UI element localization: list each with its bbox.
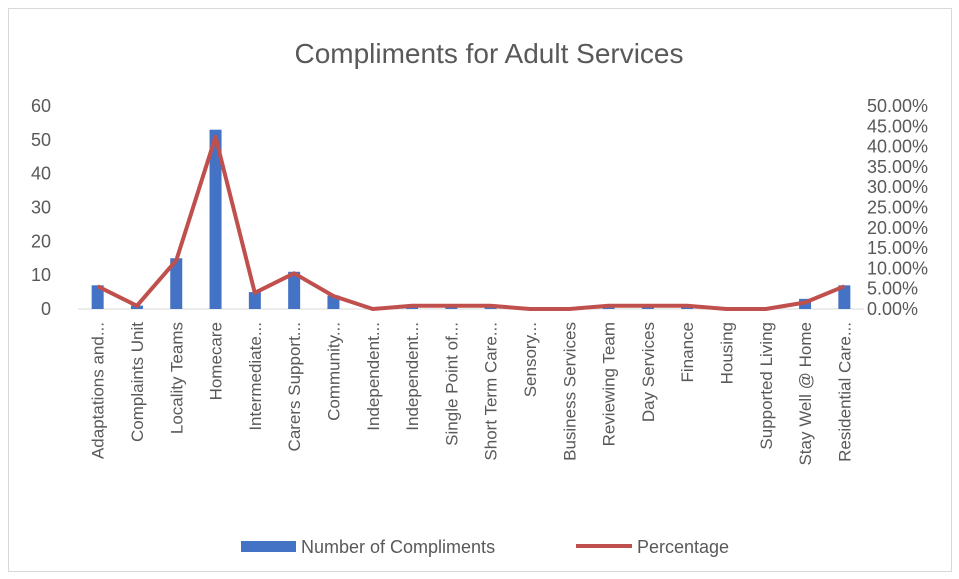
percentage-line-series bbox=[96, 134, 846, 311]
percentage-line bbox=[96, 134, 846, 311]
combo-chart: Compliments for Adult Services 0 10 20 30 40… bbox=[31, 38, 928, 557]
category-label: Locality Teams bbox=[167, 322, 186, 434]
right-axis-tick-label: 40.00% bbox=[867, 137, 928, 157]
chart-title: Compliments for Adult Services bbox=[294, 38, 683, 69]
left-axis-tick-label: 40 bbox=[31, 164, 51, 184]
category-label: Community... bbox=[324, 322, 343, 421]
category-label: Sensory... bbox=[521, 322, 540, 397]
left-axis-tick-label: 0 bbox=[41, 299, 51, 319]
bar bbox=[838, 285, 851, 309]
right-axis-tick-label: 5.00% bbox=[867, 279, 918, 299]
category-label: Reviewing Team bbox=[600, 322, 619, 446]
legend: Number of Compliments Percentage bbox=[241, 537, 729, 557]
right-axis-tick-label: 20.00% bbox=[867, 218, 928, 238]
right-axis-tick-label: 45.00% bbox=[867, 116, 928, 136]
category-label: Independent... bbox=[403, 322, 422, 431]
category-label: Homecare bbox=[207, 322, 226, 400]
left-axis-tick-label: 10 bbox=[31, 265, 51, 285]
legend-label-compliments: Number of Compliments bbox=[301, 537, 495, 557]
category-label: Housing bbox=[717, 322, 736, 384]
left-axis-tick-label: 60 bbox=[31, 96, 51, 116]
right-axis: 0.00%5.00%10.00%15.00%20.00%25.00%30.00%… bbox=[867, 96, 928, 319]
category-label: Independent... bbox=[364, 322, 383, 431]
category-label: Stay Well @ Home bbox=[796, 322, 815, 466]
right-axis-tick-label: 35.00% bbox=[867, 157, 928, 177]
category-label: Business Services bbox=[560, 322, 579, 461]
legend-swatch-compliments bbox=[241, 541, 296, 552]
chart-frame: Compliments for Adult Services 0 10 20 30 40… bbox=[8, 8, 952, 572]
bar bbox=[91, 285, 104, 309]
category-label: Complaints Unit bbox=[128, 322, 147, 442]
right-axis-tick-label: 30.00% bbox=[867, 177, 928, 197]
category-label: Carers Support... bbox=[285, 322, 304, 451]
bar bbox=[209, 129, 222, 309]
category-label: Intermediate... bbox=[246, 322, 265, 431]
left-axis-tick-label: 20 bbox=[31, 231, 51, 251]
right-axis-tick-label: 10.00% bbox=[867, 258, 928, 278]
category-label: Adaptations and... bbox=[89, 322, 108, 459]
right-axis-tick-label: 0.00% bbox=[867, 299, 918, 319]
left-axis: 0 10 20 30 40 50 60 bbox=[31, 96, 51, 319]
category-axis-labels: Adaptations and... Complaints Unit Localit… bbox=[89, 322, 855, 466]
right-axis-tick-label: 50.00% bbox=[867, 96, 928, 116]
category-label: Finance bbox=[678, 322, 697, 382]
left-axis-tick-label: 30 bbox=[31, 198, 51, 218]
category-label: Short Term Care... bbox=[482, 322, 501, 461]
category-label: Supported Living bbox=[757, 322, 776, 450]
category-label: Single Point of... bbox=[442, 322, 461, 446]
left-axis-tick-label: 50 bbox=[31, 130, 51, 150]
bar bbox=[170, 258, 183, 309]
legend-label-percentage: Percentage bbox=[637, 537, 729, 557]
category-label: Residential Care... bbox=[835, 322, 854, 462]
category-label: Day Services bbox=[639, 322, 658, 422]
bar bbox=[288, 271, 301, 309]
right-axis-tick-label: 15.00% bbox=[867, 238, 928, 258]
bar bbox=[248, 292, 261, 309]
right-axis-tick-label: 25.00% bbox=[867, 198, 928, 218]
bar-series bbox=[91, 129, 851, 309]
